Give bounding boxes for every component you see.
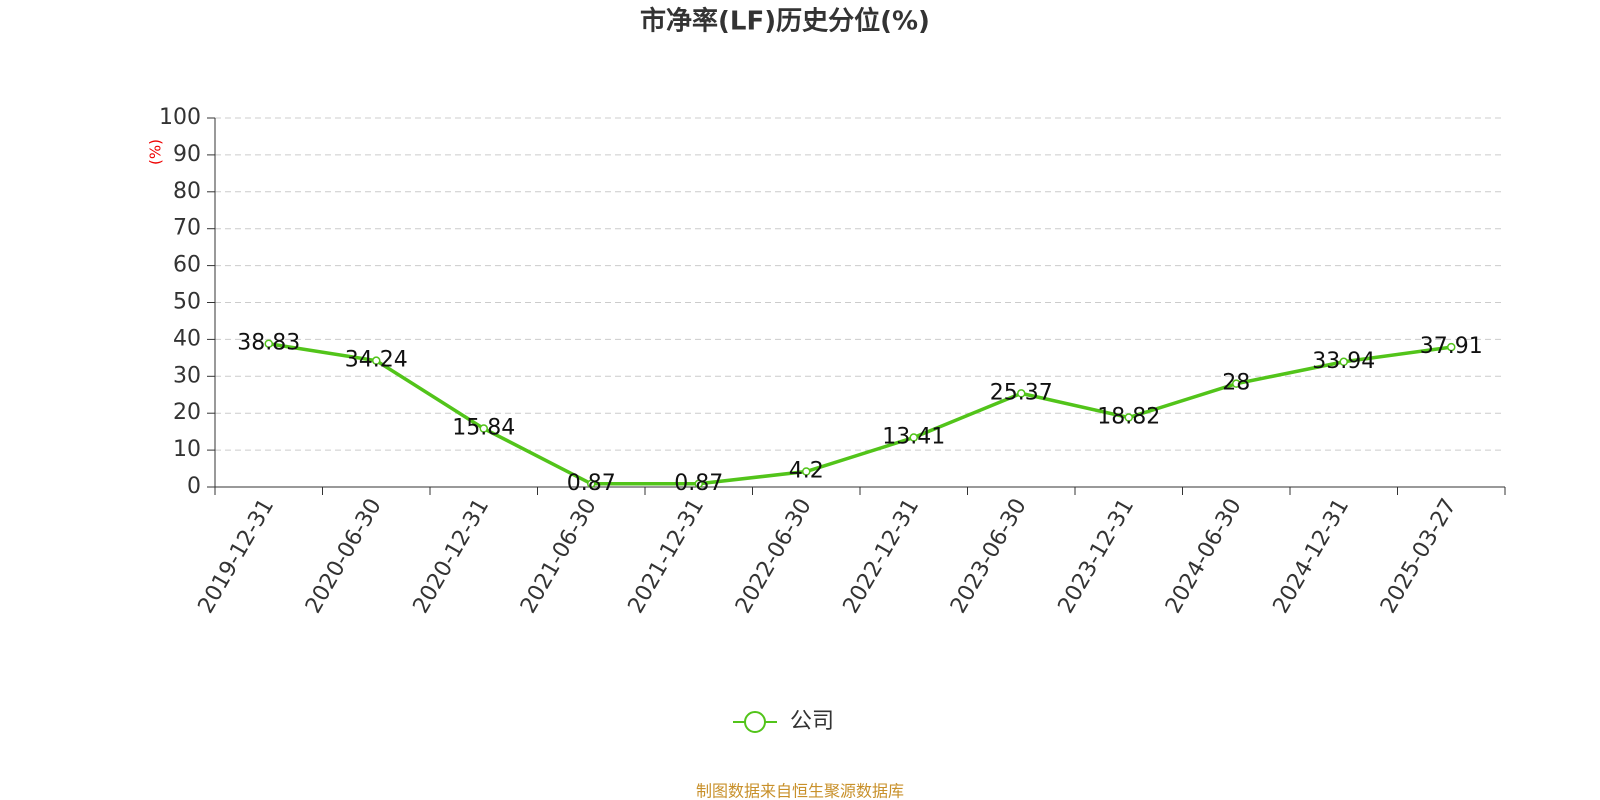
data-point — [1232, 379, 1241, 388]
x-tick-label: 2024-06-30 — [1161, 495, 1247, 618]
y-tick-label: 40 — [173, 326, 201, 351]
data-point — [264, 339, 273, 348]
data-point — [587, 479, 596, 489]
data-label: 4.2 — [789, 459, 824, 484]
data-label: 37.91 — [1420, 334, 1483, 359]
x-tick-label: 2023-06-30 — [946, 495, 1032, 618]
data-point — [909, 433, 918, 442]
data-point — [1124, 413, 1133, 422]
data-point — [1447, 342, 1456, 352]
y-tick-label: 10 — [173, 437, 201, 462]
y-tick-label: 60 — [173, 253, 201, 278]
source-note: 制图数据来自恒生聚源数据库 — [696, 782, 904, 800]
x-tick-label: 2021-12-31 — [624, 495, 710, 618]
data-point — [1017, 389, 1026, 398]
legend-label: 公司 — [790, 709, 834, 734]
data-point — [802, 467, 811, 476]
y-axis-label: (%) — [147, 139, 165, 165]
series-line — [268, 341, 1452, 486]
data-point — [694, 479, 703, 489]
legend-marker — [744, 711, 766, 733]
y-tick-label: 100 — [159, 105, 201, 130]
chart-title: 市净率(LF)历史分位(%) — [640, 6, 930, 37]
y-tick-label: 50 — [173, 290, 201, 315]
data-label: 34.24 — [345, 348, 408, 373]
data-label: 13.41 — [882, 425, 945, 450]
x-tick-label: 2025-03-27 — [1376, 495, 1462, 618]
y-tick-label: 70 — [173, 216, 201, 241]
x-tick-label: 2019-12-31 — [194, 495, 280, 618]
y-tick-label: 20 — [173, 400, 201, 425]
data-label: 28 — [1222, 371, 1250, 396]
data-point — [479, 424, 488, 433]
x-tick-label: 2023-12-31 — [1054, 495, 1140, 618]
data-label: 38.83 — [237, 331, 300, 356]
data-label: 33.94 — [1312, 349, 1375, 374]
y-tick-label: 30 — [173, 363, 201, 388]
x-tick-label: 2021-06-30 — [516, 495, 602, 618]
data-label: 0.87 — [567, 471, 616, 496]
y-tick-label: 0 — [187, 474, 201, 499]
data-point — [372, 356, 381, 365]
y-tick-label: 90 — [173, 142, 201, 167]
data-label: 25.37 — [990, 380, 1053, 405]
data-label: 15.84 — [452, 416, 515, 441]
data-point — [1339, 357, 1348, 367]
x-tick-label: 2020-12-31 — [409, 495, 495, 618]
x-tick-label: 2022-12-31 — [839, 495, 925, 618]
x-tick-label: 2022-06-30 — [731, 495, 817, 618]
data-label: 18.82 — [1097, 405, 1160, 430]
x-tick-label: 2020-06-30 — [301, 495, 387, 618]
y-tick-label: 80 — [173, 179, 201, 204]
data-label: 0.87 — [674, 471, 723, 496]
x-tick-label: 2024-12-31 — [1269, 495, 1355, 618]
